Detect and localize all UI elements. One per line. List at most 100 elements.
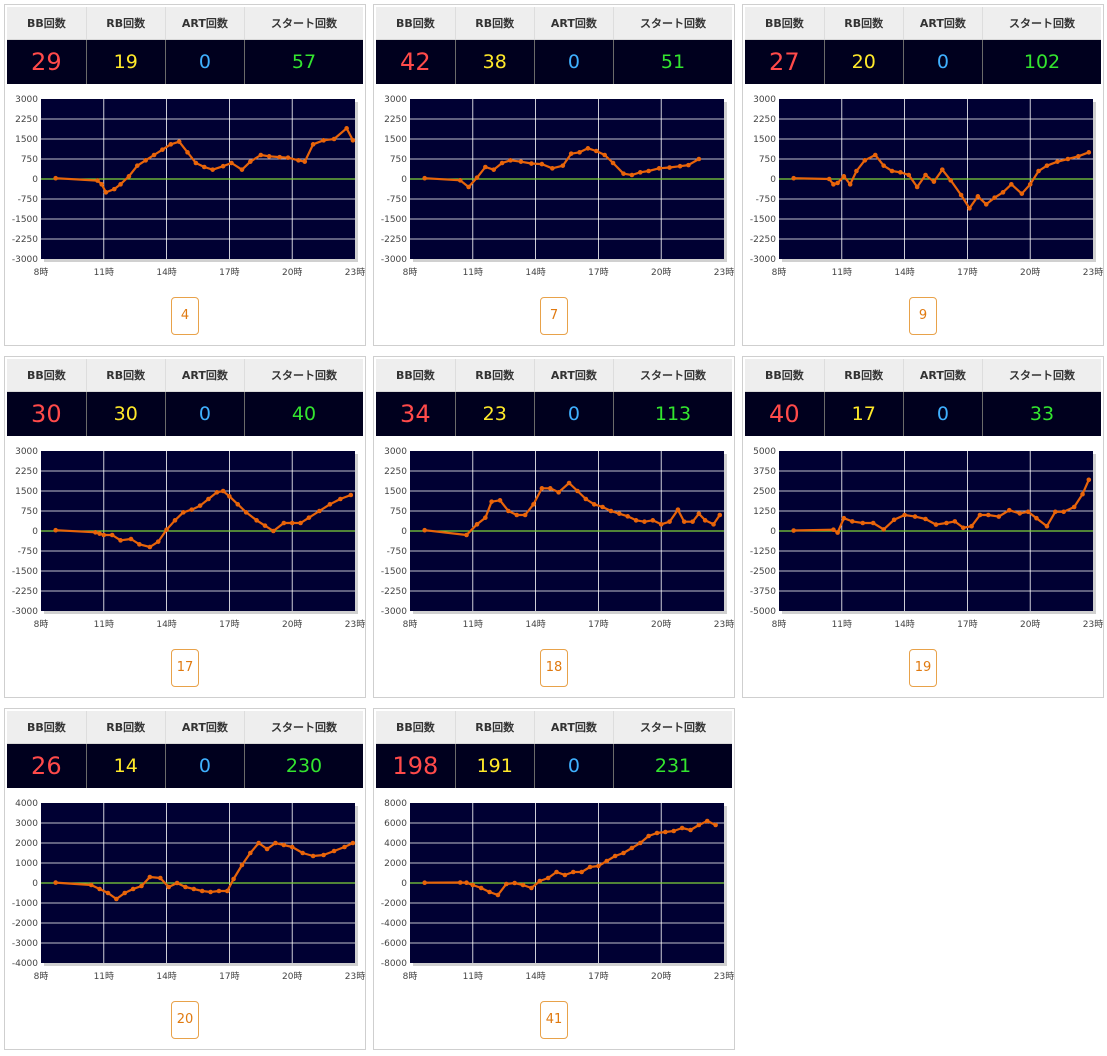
data-point [457,880,463,885]
data-point [1027,182,1033,187]
data-card: BB回数 RB回数 ART回数 スタート回数 27 20 0 102 3000 2… [742,4,1104,346]
art-header: ART回数 [533,359,614,392]
data-point [422,175,427,181]
data-point [317,508,322,514]
data-point [791,175,796,181]
y-tick-label: 2250 [15,115,38,125]
diff-line-chart: 8000 6000 4000 2000 0 -2000 -4000 -6000 -8000 8時 1… [381,799,734,982]
y-tick-label: 3000 [15,447,38,457]
data-point [143,158,148,163]
data-point [529,885,534,891]
data-point [495,892,501,898]
data-point [791,528,796,533]
data-point [331,136,337,142]
start-count: 113 [613,391,732,436]
y-tick-label: -3750 [750,587,776,597]
stats-table: BB回数 RB回数 ART回数 スタート回数 42 38 0 51 [376,7,732,84]
start-header: スタート回数 [982,359,1101,392]
machine-number-link[interactable]: 41 [540,1001,568,1039]
machine-number-link[interactable]: 17 [171,649,199,687]
y-tick-label: 8000 [384,799,407,809]
data-point [696,156,702,162]
x-tick-label: 14時 [525,619,545,630]
y-tick-label: -1500 [381,215,407,225]
x-tick-label: 17時 [219,267,239,278]
data-point [118,538,123,543]
data-point [183,884,188,890]
data-point [483,515,488,520]
data-point [1071,504,1077,510]
data-point [256,840,262,846]
machine-number-link[interactable]: 19 [909,649,937,687]
rb-header: RB回数 [823,7,904,40]
machine-number-link[interactable]: 7 [540,297,568,335]
y-tick-label: -1500 [381,567,407,577]
machine-number-link[interactable]: 4 [171,297,199,335]
data-point [1009,182,1014,187]
data-card: BB回数 RB回数 ART回数 スタート回数 26 14 0 230 4000 3… [4,708,366,1050]
data-point [1080,491,1085,497]
data-point [310,142,316,147]
y-tick-label: -1000 [12,899,38,909]
y-tick-label: 1500 [15,135,38,145]
data-point [602,152,607,158]
data-point [53,527,58,533]
x-tick-label: 8時 [34,971,49,982]
data-point [531,502,536,507]
y-tick-label: 3000 [384,95,407,105]
data-point [696,511,702,516]
data-point [350,138,356,143]
rb-header: RB回数 [85,7,166,40]
data-point [650,518,656,523]
data-point [235,502,241,507]
machine-number-link[interactable]: 18 [540,649,568,687]
x-tick-label: 14時 [156,619,176,630]
y-tick-label: 1500 [384,135,407,145]
data-point [831,182,836,187]
art-count: 0 [902,39,983,84]
data-point [983,202,989,207]
data-point [331,848,337,854]
data-point [99,182,105,187]
bb-count: 40 [745,391,825,436]
start-header: スタート回数 [244,359,363,392]
diff-line-chart: 3000 2250 1500 750 0 -750 -1500 -2250 -3000 8時 11時… [381,447,734,630]
data-point [306,515,312,520]
machine-number-link[interactable]: 9 [909,297,937,335]
data-point [996,514,1002,519]
y-tick-label: -1250 [750,547,776,557]
y-tick-label: -2250 [12,235,38,245]
y-tick-label: -2000 [381,899,407,909]
rb-header: RB回数 [454,7,535,40]
data-point [847,182,853,187]
data-point [168,142,174,147]
data-point [841,174,847,179]
y-tick-label: 2250 [15,467,38,477]
x-tick-label: 8時 [772,619,787,630]
diff-line-chart: 3000 2250 1500 750 0 -750 -1500 -2250 -3000 8時 11時… [12,95,365,278]
art-header: ART回数 [164,359,245,392]
data-point [147,874,153,880]
x-tick-label: 20時 [282,619,302,630]
data-point [508,158,513,163]
y-tick-label: 1250 [753,507,776,517]
y-tick-label: 4000 [384,839,407,849]
data-point [944,520,949,526]
data-point [193,160,199,166]
data-point [667,519,672,524]
data-point [281,842,287,848]
stats-table: BB回数 RB回数 ART回数 スタート回数 34 23 0 113 [376,359,732,436]
data-point [704,818,710,824]
data-point [566,480,572,486]
data-point [273,840,278,846]
data-point [258,152,264,158]
data-point [300,850,305,856]
y-tick-label: -2250 [750,235,776,245]
x-tick-label: 23時 [714,619,734,630]
machine-number-link[interactable]: 20 [171,1001,199,1039]
bb-header: BB回数 [376,711,456,744]
data-point [231,876,236,882]
data-point [923,516,928,522]
x-tick-label: 8時 [403,971,418,982]
data-point [562,872,568,878]
